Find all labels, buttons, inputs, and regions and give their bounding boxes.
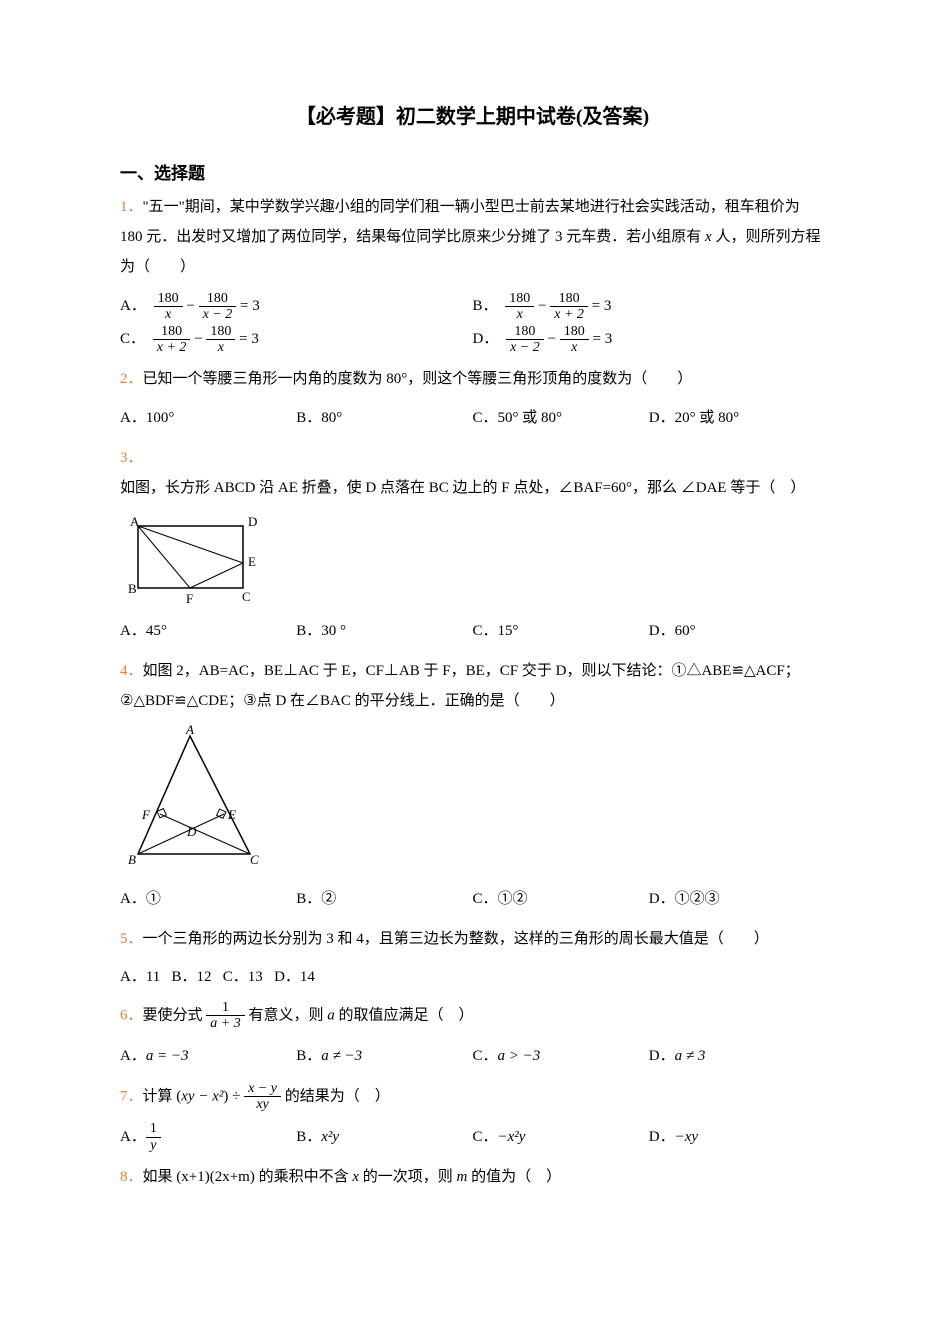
q1-opt-a: A． 180x − 180x − 2 = 3 [120, 290, 473, 323]
q6-opt-c: C．a > −3 [473, 1040, 649, 1073]
q7-number: 7． [120, 1088, 143, 1104]
q2-opt-b: B．80° [296, 402, 472, 435]
q5-options: A．11 B．12 C．13 D．14 [120, 962, 825, 992]
q3-figure: A D B C E F [120, 511, 825, 611]
question-3: 3． 如图，长方形 ABCD 沿 AE 折叠，使 D 点落在 BC 边上的 F 点… [120, 443, 825, 503]
question-4: 4．如图 2，AB=AC，BE⊥AC 于 E，CF⊥AB 于 F，BE，CF 交… [120, 656, 825, 716]
q7-text-3: 的结果为（ ） [281, 1088, 390, 1104]
q1-text-1: "五一"期间，某中学数学兴趣小组的同学们租一辆小型巴士前去某地进行社会实践活动，… [120, 199, 800, 245]
q5-opt-a: A．11 [120, 969, 160, 985]
q4-opt-a: A．① [120, 883, 296, 916]
svg-text:B: B [128, 852, 136, 867]
q6-text-1: 要使分式 [143, 1007, 207, 1023]
svg-text:E: E [227, 807, 236, 822]
q3-opt-d: D．60° [649, 615, 825, 648]
q3-opt-b: B．30 ° [296, 615, 472, 648]
q2-opt-a: A．100° [120, 402, 296, 435]
q5-opt-c: C．13 [223, 969, 263, 985]
q7-text-1: 计算 ( [143, 1088, 182, 1104]
q4-opt-b: B．② [296, 883, 472, 916]
q3-opt-c: C．15° [473, 615, 649, 648]
q4-figure: A B C D E F [120, 724, 825, 879]
q8-text-1: 如果 (x+1)(2x+m) 的乘积中不含 [143, 1169, 353, 1185]
q3-number: 3． [120, 450, 143, 466]
q4-number: 4． [120, 663, 143, 679]
question-8: 8．如果 (x+1)(2x+m) 的乘积中不含 x 的一次项，则 m 的值为（ … [120, 1162, 825, 1192]
svg-text:A: A [185, 724, 194, 737]
svg-text:D: D [186, 824, 197, 839]
q2-opt-c: C．50° 或 80° [473, 402, 649, 435]
q1-opt-b: B． 180x − 180x + 2 = 3 [473, 290, 826, 323]
svg-text:C: C [250, 852, 259, 867]
q4-opt-c: C．①② [473, 883, 649, 916]
q1-var: x [705, 229, 712, 245]
q1-options: A． 180x − 180x − 2 = 3 B． 180x − 180x + … [120, 290, 825, 356]
q4-opt-d: D．①②③ [649, 883, 825, 916]
q7-options: A．1y B．x²y C．−x²y D．−xy [120, 1121, 825, 1154]
q3-opt-a: A．45° [120, 615, 296, 648]
q6-text-3: 的取值应满足（ ） [335, 1007, 474, 1023]
q6-opt-b: B．a ≠ −3 [296, 1040, 472, 1073]
svg-text:A: A [130, 514, 140, 529]
q6-opt-d: D．a ≠ 3 [649, 1040, 825, 1073]
q2-opt-d: D．20° 或 80° [649, 402, 825, 435]
q7-opt-d: D．−xy [649, 1121, 825, 1154]
q3-text: 如图，长方形 ABCD 沿 AE 折叠，使 D 点落在 BC 边上的 F 点处，… [120, 480, 805, 496]
section-1-header: 一、选择题 [120, 159, 825, 184]
q7-opt-c: C．−x²y [473, 1121, 649, 1154]
svg-text:E: E [248, 554, 256, 569]
svg-text:B: B [128, 581, 137, 596]
exam-title: 【必考题】初二数学上期中试卷(及答案) [120, 100, 825, 129]
q2-options: A．100° B．80° C．50° 或 80° D．20° 或 80° [120, 402, 825, 435]
q5-number: 5． [120, 931, 143, 947]
question-7: 7．计算 (xy − x²) ÷ x − yxy 的结果为（ ） [120, 1081, 825, 1113]
question-6: 6．要使分式 1a + 3 有意义，则 a 的取值应满足（ ） [120, 1000, 825, 1032]
question-5: 5．一个三角形的两边长分别为 3 和 4，且第三边长为整数，这样的三角形的周长最… [120, 924, 825, 954]
q6-options: A．a = −3 B．a ≠ −3 C．a > −3 D．a ≠ 3 [120, 1040, 825, 1073]
q5-opt-b: B．12 [172, 969, 212, 985]
q4-text: 如图 2，AB=AC，BE⊥AC 于 E，CF⊥AB 于 F，BE，CF 交于 … [120, 663, 800, 709]
triangle-diagram: A B C D E F [120, 724, 270, 874]
svg-text:F: F [186, 591, 193, 606]
q7-opt-b: B．x²y [296, 1121, 472, 1154]
q5-text: 一个三角形的两边长分别为 3 和 4，且第三边长为整数，这样的三角形的周长最大值… [143, 931, 769, 947]
q1-opt-c: C． 180x + 2 − 180x = 3 [120, 323, 473, 356]
q5-opt-d: D．14 [274, 969, 315, 985]
question-1: 1．"五一"期间，某中学数学兴趣小组的同学们租一辆小型巴士前去某地进行社会实践活… [120, 192, 825, 282]
q1-opt-d: D． 180x − 2 − 180x = 3 [473, 323, 826, 356]
q3-options: A．45° B．30 ° C．15° D．60° [120, 615, 825, 648]
q6-number: 6． [120, 1007, 143, 1023]
svg-text:C: C [242, 589, 251, 604]
question-2: 2．已知一个等腰三角形一内角的度数为 80°，则这个等腰三角形顶角的度数为（ ） [120, 364, 825, 394]
svg-text:D: D [248, 514, 257, 529]
q4-options: A．① B．② C．①② D．①②③ [120, 883, 825, 916]
q8-number: 8． [120, 1169, 143, 1185]
q2-text: 已知一个等腰三角形一内角的度数为 80°，则这个等腰三角形顶角的度数为（ ） [143, 371, 693, 387]
rectangle-fold-diagram: A D B C E F [120, 511, 270, 606]
q6-opt-a: A．a = −3 [120, 1040, 296, 1073]
q6-text-2: 有意义，则 [245, 1007, 328, 1023]
q1-number: 1． [120, 199, 143, 215]
q7-opt-a: A．1y [120, 1121, 296, 1154]
q2-number: 2． [120, 371, 143, 387]
svg-text:F: F [141, 807, 151, 822]
